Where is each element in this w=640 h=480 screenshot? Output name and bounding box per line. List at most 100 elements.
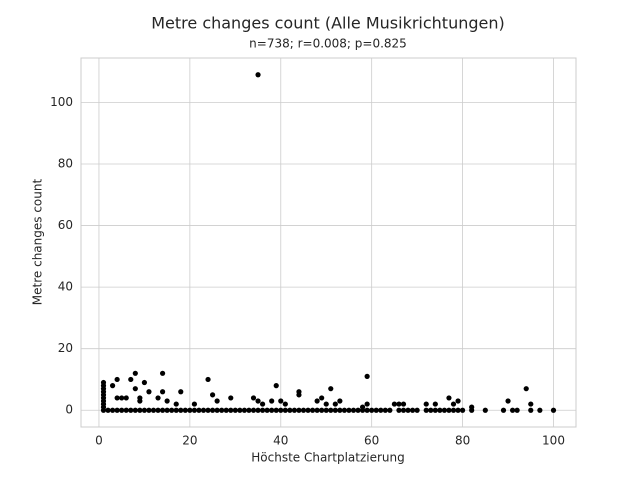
point (141, 407, 148, 413)
point (119, 407, 125, 413)
y-tick-label: 100 (50, 95, 73, 109)
point (305, 407, 311, 413)
point (114, 407, 120, 413)
point (396, 401, 402, 407)
point (173, 407, 179, 413)
point (432, 401, 438, 407)
point (423, 401, 429, 407)
point (509, 407, 516, 413)
point (269, 398, 275, 404)
point (219, 407, 225, 413)
point (459, 407, 466, 413)
point (146, 389, 152, 395)
point (241, 407, 248, 413)
x-tick-label: 40 (273, 434, 288, 448)
point (346, 407, 352, 413)
y-tick-label: 60 (58, 218, 73, 232)
point (250, 395, 257, 401)
point (455, 407, 461, 413)
x-tick-label: 0 (95, 434, 103, 448)
point (296, 392, 302, 398)
point (255, 72, 261, 78)
point (446, 395, 452, 401)
point (319, 395, 325, 401)
point (437, 407, 443, 413)
point (528, 407, 534, 413)
point (128, 376, 134, 383)
point (323, 407, 329, 413)
point (400, 407, 407, 413)
point (450, 407, 457, 413)
point (505, 398, 511, 404)
point (255, 398, 261, 404)
point (187, 407, 193, 413)
point (150, 407, 157, 413)
point (109, 383, 116, 389)
point (396, 407, 402, 413)
point (146, 407, 152, 413)
point (132, 386, 138, 392)
point (296, 407, 302, 413)
plot-frame (80, 57, 577, 428)
point (214, 398, 220, 404)
point (137, 407, 143, 413)
x-tick-label: 60 (364, 434, 379, 448)
point (137, 398, 143, 404)
point (328, 407, 334, 413)
point (255, 407, 261, 413)
point (128, 407, 134, 413)
point (350, 407, 357, 413)
point (114, 376, 120, 383)
point (205, 376, 211, 383)
point (355, 407, 361, 413)
point (141, 379, 148, 386)
point (523, 386, 529, 392)
point (332, 407, 338, 413)
point (169, 407, 175, 413)
point (191, 401, 198, 407)
point (323, 401, 329, 407)
x-tick-label: 20 (182, 434, 197, 448)
point (132, 370, 138, 376)
point (182, 407, 188, 413)
point (441, 407, 448, 413)
point (391, 401, 398, 407)
point (319, 407, 325, 413)
point (455, 398, 461, 404)
x-axis-label: Höchste Chartplatzierung (251, 451, 405, 465)
point (337, 398, 343, 404)
point (482, 407, 488, 413)
point (432, 407, 438, 413)
point (278, 407, 284, 413)
point (209, 407, 216, 413)
point (314, 407, 320, 413)
point (228, 407, 234, 413)
point (259, 407, 266, 413)
point (200, 407, 207, 413)
point (155, 395, 161, 401)
point (273, 383, 279, 389)
point (191, 407, 198, 413)
point (237, 407, 243, 413)
point (364, 373, 370, 379)
point (378, 407, 384, 413)
point (450, 401, 457, 407)
point (155, 407, 161, 413)
point (314, 398, 320, 404)
x-tick-label: 100 (542, 434, 565, 448)
point (214, 407, 220, 413)
point (428, 407, 434, 413)
point (114, 395, 120, 401)
point (409, 407, 416, 413)
point (109, 407, 116, 413)
point (159, 370, 166, 376)
point (364, 407, 370, 413)
point (369, 407, 375, 413)
point (328, 386, 334, 392)
point (382, 407, 388, 413)
point (209, 392, 216, 398)
point (100, 407, 107, 413)
point (232, 407, 238, 413)
point (400, 401, 407, 407)
